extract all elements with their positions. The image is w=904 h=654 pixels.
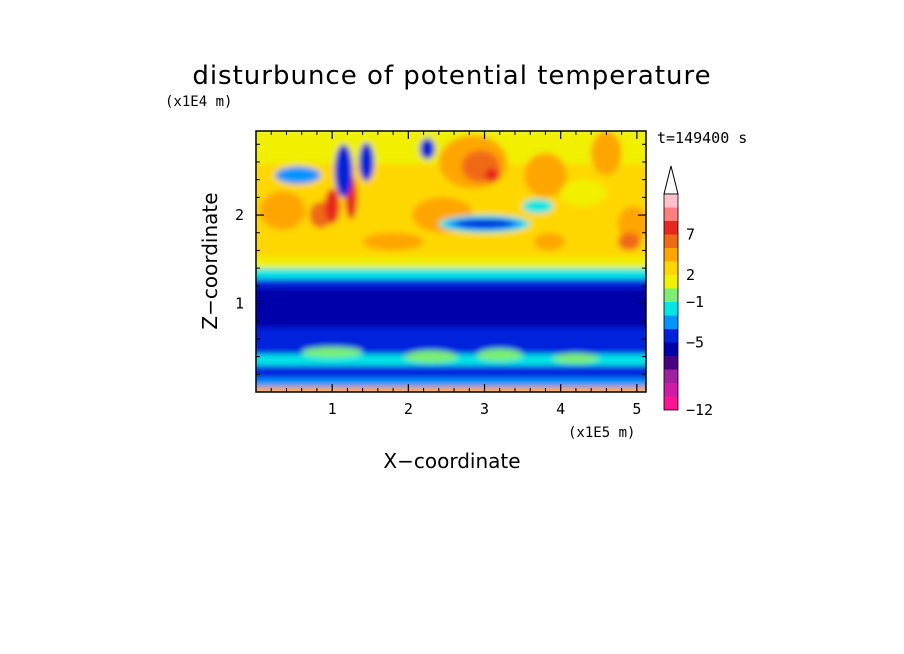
contour-region-26 xyxy=(553,353,599,364)
x-tick-label: 1 xyxy=(328,400,337,418)
contour-band-6 xyxy=(256,283,646,328)
y-unit-label: (x1E4 m) xyxy=(165,94,232,110)
colorbar-label: 2 xyxy=(686,266,695,284)
colorbar-swatch xyxy=(664,302,678,316)
contour-region-17 xyxy=(534,232,565,251)
contour-region-21 xyxy=(617,232,641,251)
contour-region-23 xyxy=(301,346,363,358)
contour-region-24 xyxy=(404,350,458,363)
colorbar-swatch xyxy=(664,383,678,397)
contour-band-0 xyxy=(256,382,646,392)
colorbar-swatch xyxy=(664,207,678,221)
y-axis-ticks: 12 xyxy=(235,143,646,375)
y-axis-label: Z−coordinate xyxy=(198,192,222,329)
contour-region-7 xyxy=(419,138,436,160)
contour-band-2 xyxy=(256,361,646,379)
contour-region-25 xyxy=(476,348,523,362)
time-label: t=149400 s xyxy=(657,129,747,147)
colorbar-extend-arrow xyxy=(663,165,679,195)
contour-region-19 xyxy=(591,131,622,176)
colorbar-label: −5 xyxy=(686,334,704,352)
contour-region-4 xyxy=(275,166,321,185)
colorbar-swatch xyxy=(664,234,678,248)
colorbar-swatch xyxy=(664,275,678,289)
contour-band-5 xyxy=(256,323,646,346)
x-axis-label: X−coordinate xyxy=(383,449,520,473)
contour-region-15 xyxy=(522,199,554,214)
contour-region-14 xyxy=(455,219,514,229)
plot-frame xyxy=(255,130,647,393)
colorbar-label: −12 xyxy=(686,401,713,419)
contour-region-5 xyxy=(334,144,353,198)
contour-region-22 xyxy=(362,232,424,251)
x-axis-ticks: 1 2 3 4 5 xyxy=(270,131,641,418)
y-tick-label: 2 xyxy=(235,206,244,224)
x-tick-label: 3 xyxy=(480,400,489,418)
colorbar-label: 7 xyxy=(686,226,695,244)
colorbar-swatch xyxy=(664,356,678,370)
x-tick-label: 2 xyxy=(404,400,413,418)
x-tick-label: 5 xyxy=(632,400,641,418)
colorbar-swatch xyxy=(664,396,678,410)
colorbar-swatch xyxy=(664,315,678,329)
colorbar-swatch xyxy=(664,329,678,343)
colorbar-swatch xyxy=(664,194,678,208)
chart-title: disturbunce of potential temperature xyxy=(192,61,711,91)
contour-plot xyxy=(256,131,646,392)
colorbar-swatch xyxy=(664,261,678,275)
colorbar-swatch xyxy=(664,369,678,383)
colorbar-swatch xyxy=(664,342,678,356)
colorbar-frame xyxy=(663,193,679,411)
x-unit-label: (x1E5 m) xyxy=(568,425,635,441)
contour-region-0 xyxy=(259,191,306,231)
y-tick-label: 1 xyxy=(235,295,244,313)
colorbar-swatch xyxy=(664,288,678,302)
contour-region-16 xyxy=(524,153,567,198)
colorbar-label: −1 xyxy=(686,293,704,311)
colorbar: 7 2 −1 −5 −12 xyxy=(663,165,713,419)
colorbar-swatch xyxy=(664,248,678,262)
contour-region-11 xyxy=(484,168,500,183)
colorbar-swatch xyxy=(664,221,678,235)
contour-region-18 xyxy=(560,179,607,207)
contour-region-2 xyxy=(324,188,340,224)
x-tick-label: 4 xyxy=(556,400,565,418)
contour-region-6 xyxy=(358,142,375,182)
